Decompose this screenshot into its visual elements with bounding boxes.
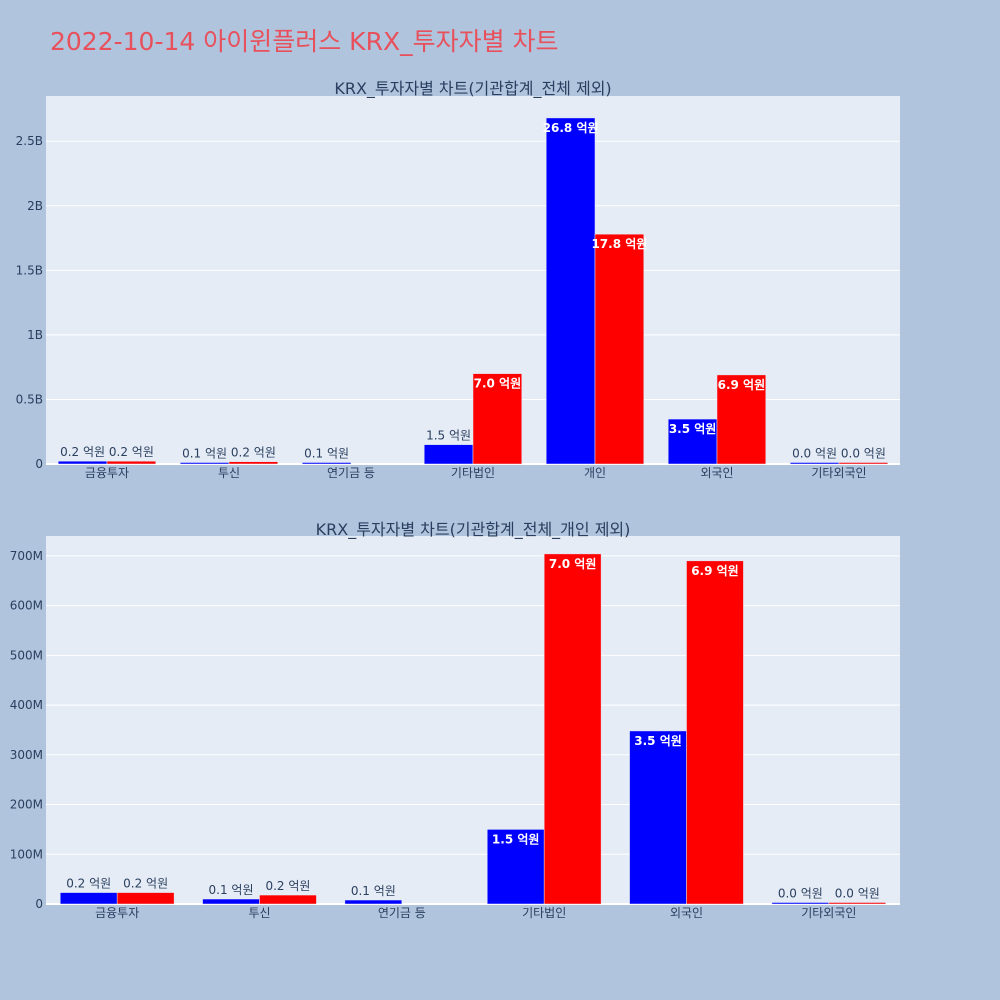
y-tick-label: 700M bbox=[10, 549, 43, 563]
bar bbox=[828, 902, 887, 905]
bar-label: 3.5 억원 bbox=[634, 734, 682, 748]
bar-label: 0.1 억원 bbox=[209, 883, 254, 897]
x-tick-label: 투신 bbox=[218, 466, 240, 480]
y-tick-label: 400M bbox=[10, 698, 43, 712]
bar bbox=[228, 461, 279, 465]
y-tick-label: 1.5B bbox=[16, 263, 43, 277]
bar bbox=[486, 829, 545, 905]
bar bbox=[686, 560, 744, 905]
bar bbox=[667, 418, 718, 465]
y-tick-label: 2B bbox=[27, 199, 43, 213]
bar-label: 0.0 억원 bbox=[778, 887, 823, 901]
bar bbox=[838, 462, 889, 465]
x-tick-label: 외국인 bbox=[700, 466, 733, 480]
x-tick-label: 연기금 등 bbox=[378, 906, 426, 920]
y-tick-label: 0 bbox=[35, 457, 43, 471]
bar bbox=[57, 460, 108, 465]
bar bbox=[543, 553, 602, 905]
bar-label: 0.2 억원 bbox=[265, 879, 310, 893]
chart-top: 0 0.5B 1B 1.5B 2B 2.5B KRX_투자자별 차트(기관합계_전체 제외)… bbox=[16, 79, 900, 480]
x-tick-label: 금융투자 bbox=[85, 466, 129, 480]
x-tick-label: 기타외국인 bbox=[801, 906, 856, 920]
bar-label: 3.5 억원 bbox=[669, 422, 717, 436]
bar bbox=[106, 460, 157, 465]
bar-label: 6.9 억원 bbox=[691, 564, 739, 578]
bar bbox=[716, 374, 767, 465]
x-tick-label: 기타법인 bbox=[451, 466, 495, 480]
bar bbox=[259, 894, 317, 905]
chart-bottom: 0 100M 200M 300M 400M 500M 600M 700M KRX_투자자별 차트… bbox=[10, 520, 900, 920]
plot-area bbox=[46, 536, 900, 904]
x-tick-label: 기타법인 bbox=[522, 906, 566, 920]
x-tick-label: 개인 bbox=[584, 466, 606, 480]
bar bbox=[179, 462, 230, 465]
bar bbox=[629, 730, 687, 905]
bar-label: 0.0 억원 bbox=[841, 447, 886, 461]
bar-label: 0.2 억원 bbox=[109, 445, 154, 459]
bar-label: 0.2 억원 bbox=[60, 445, 105, 459]
bar-label: 1.5 억원 bbox=[492, 832, 540, 846]
bar bbox=[594, 233, 645, 465]
x-tick-label: 금융투자 bbox=[95, 906, 139, 920]
bar bbox=[59, 892, 118, 905]
y-tick-label: 200M bbox=[10, 798, 43, 812]
y-tick-label: 2.5B bbox=[16, 134, 43, 148]
bar bbox=[545, 117, 596, 465]
bar bbox=[472, 373, 523, 465]
y-tick-label: 100M bbox=[10, 847, 43, 861]
bar-label: 0.1 억원 bbox=[304, 447, 349, 461]
y-tick-label: 500M bbox=[10, 648, 43, 662]
y-tick-label: 600M bbox=[10, 599, 43, 613]
y-tick-label: 0 bbox=[35, 897, 43, 911]
bar-label: 0.2 억원 bbox=[123, 877, 168, 891]
bar bbox=[771, 902, 830, 905]
bar-label: 6.9 억원 bbox=[718, 378, 766, 392]
bar-label: 26.8 억원 bbox=[543, 121, 599, 135]
y-tick-label: 0.5B bbox=[16, 392, 43, 406]
y-tick-label: 300M bbox=[10, 748, 43, 762]
chart-title: KRX_투자자별 차트(기관합계_전체 제외) bbox=[334, 79, 611, 99]
bar bbox=[202, 898, 260, 905]
bar-label: 7.0 억원 bbox=[549, 557, 597, 571]
bar-label: 0.0 억원 bbox=[835, 887, 880, 901]
bar-label: 0.0 억원 bbox=[792, 447, 837, 461]
page-title: 2022-10-14 아이윈플러스 KRX_투자자별 차트 bbox=[50, 27, 559, 56]
x-tick-label: 연기금 등 bbox=[327, 466, 375, 480]
x-tick-label: 외국인 bbox=[670, 906, 703, 920]
chart-title: KRX_투자자별 차트(기관합계_전체_개인 제외) bbox=[316, 520, 631, 540]
bar-label: 1.5 억원 bbox=[426, 429, 471, 443]
bar-label: 0.1 억원 bbox=[351, 884, 396, 898]
bar-label: 17.8 억원 bbox=[591, 237, 647, 251]
bar bbox=[423, 444, 474, 465]
bar-label: 0.2 억원 bbox=[231, 446, 276, 460]
x-tick-label: 기타외국인 bbox=[811, 466, 866, 480]
bar bbox=[301, 462, 352, 465]
bar-label: 0.2 억원 bbox=[66, 877, 111, 891]
x-tick-label: 투신 bbox=[248, 906, 270, 920]
bar-label: 7.0 억원 bbox=[474, 377, 522, 391]
bar bbox=[344, 899, 403, 905]
bar bbox=[789, 462, 840, 465]
bar-label: 0.1 억원 bbox=[182, 447, 227, 461]
bar bbox=[116, 892, 175, 905]
y-tick-label: 1B bbox=[27, 328, 43, 342]
